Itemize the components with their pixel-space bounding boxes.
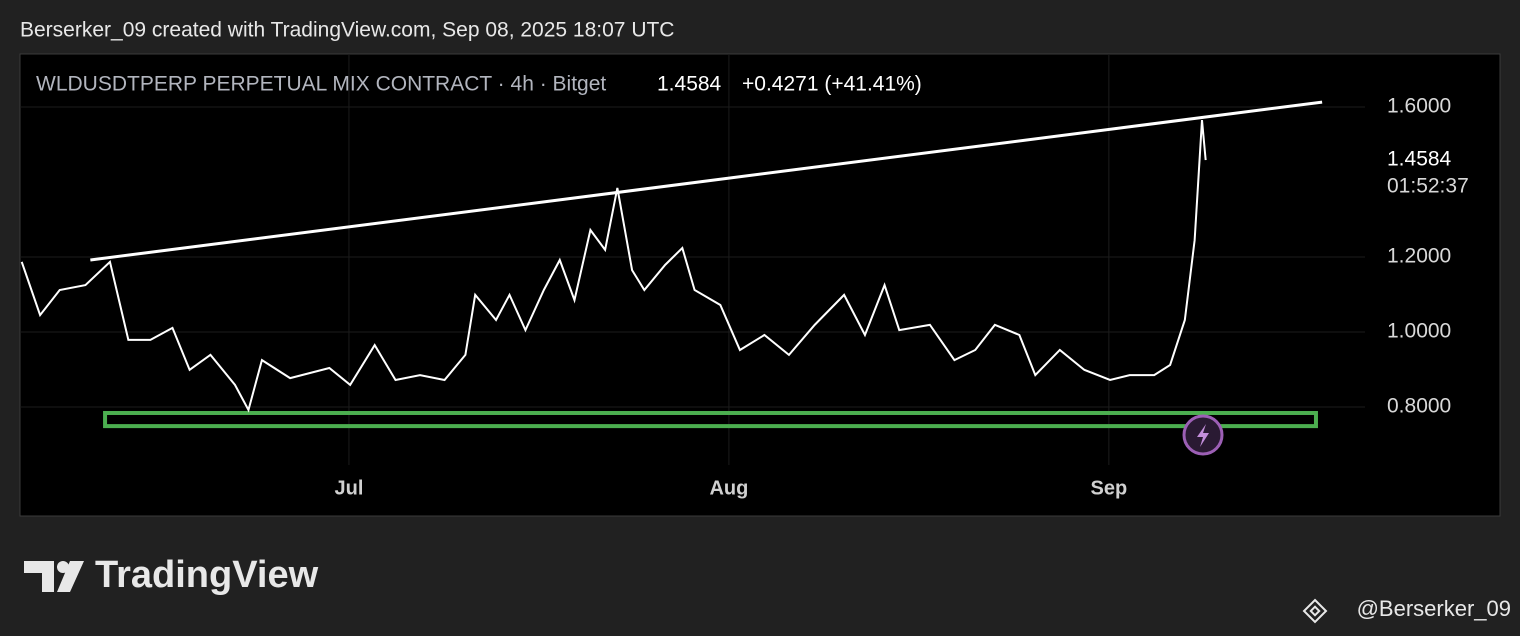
chart-panel <box>19 53 1501 517</box>
binance-icon <box>1302 598 1328 624</box>
logo-text: TradingView <box>95 554 319 596</box>
plot: 0.8000 1.0000 1.2000 1.6000 Jul Aug Sep 1.4584 0… <box>20 54 1469 499</box>
tradingview-logo <box>24 561 84 592</box>
symbol: WLDUSDTPERP PERPETUAL MIX CONTRACT · 4h … <box>36 73 606 96</box>
x-tick-label: Jul <box>335 477 364 499</box>
price: 1.4584 <box>657 73 722 96</box>
credit: Berserker_09 created with TradingView.co… <box>20 19 674 42</box>
change: +0.4271 (+41.41%) <box>742 73 922 96</box>
y-tick-label: 1.2000 <box>1387 245 1451 268</box>
x-tick-label: Sep <box>1091 477 1128 499</box>
watermark: @Berserker_09 <box>1357 596 1511 621</box>
support-zone <box>103 410 1318 429</box>
y-tick-label: 1.6000 <box>1387 95 1451 118</box>
last-price-label: 1.4584 <box>1387 148 1452 171</box>
x-tick-label: Aug <box>709 477 748 499</box>
price-line <box>20 120 1207 413</box>
countdown: 01:52:37 <box>1387 175 1469 198</box>
trendline <box>90 100 1323 262</box>
y-tick-label: 1.0000 <box>1387 320 1451 343</box>
y-tick-label: 0.8000 <box>1387 395 1451 418</box>
alert-icon <box>1182 414 1224 456</box>
